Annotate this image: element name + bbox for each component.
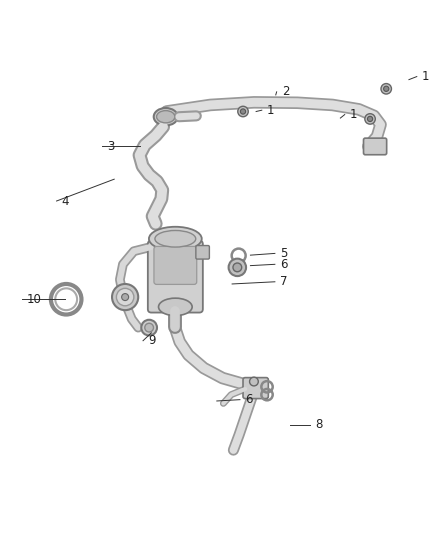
Circle shape [141,320,157,335]
Circle shape [122,294,129,301]
FancyBboxPatch shape [154,246,197,285]
Text: 3: 3 [108,140,115,153]
Circle shape [381,84,392,94]
Circle shape [367,116,373,122]
FancyBboxPatch shape [148,240,203,312]
FancyBboxPatch shape [243,377,268,399]
Circle shape [238,106,248,117]
Text: 6: 6 [245,393,253,406]
FancyBboxPatch shape [196,246,209,259]
Circle shape [112,284,138,310]
Text: 7: 7 [280,275,288,288]
Ellipse shape [156,111,175,123]
Circle shape [233,263,242,272]
Text: 1: 1 [350,108,357,121]
FancyBboxPatch shape [364,138,387,155]
Ellipse shape [159,298,192,316]
Text: 1: 1 [267,104,275,117]
Ellipse shape [149,227,202,251]
Circle shape [117,288,134,306]
Text: 5: 5 [280,247,287,260]
Text: 4: 4 [62,195,69,207]
Ellipse shape [154,108,178,125]
Circle shape [365,114,375,124]
Text: 2: 2 [282,85,290,99]
Circle shape [229,259,246,276]
Text: 1: 1 [422,70,430,83]
Text: 6: 6 [280,258,288,271]
Circle shape [145,323,153,332]
Circle shape [384,86,389,92]
Text: 9: 9 [148,334,156,347]
Text: 8: 8 [315,418,322,431]
Circle shape [240,109,246,114]
Ellipse shape [155,230,196,247]
Text: 10: 10 [27,293,42,306]
Circle shape [250,377,258,386]
